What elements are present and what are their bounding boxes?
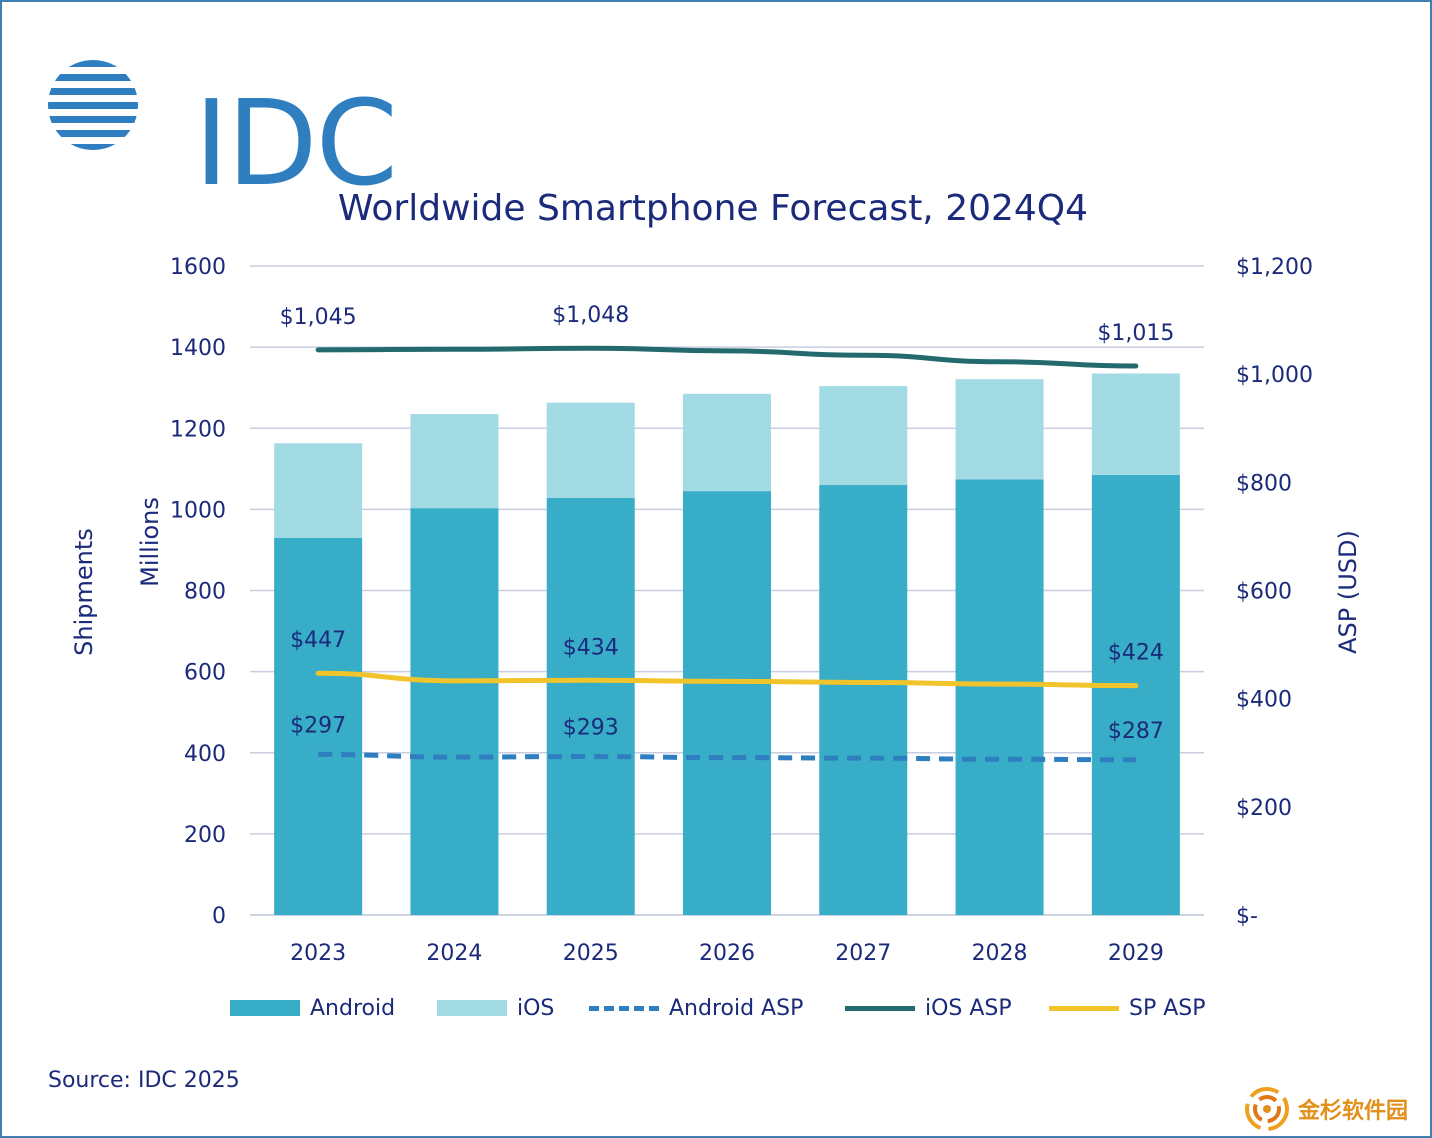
legend-ios-asp: iOS ASP (845, 992, 1012, 1024)
y-right-tick-label: $1,000 (1236, 363, 1313, 388)
x-tick-label: 2026 (699, 941, 755, 966)
legend-android-asp: Android ASP (589, 992, 803, 1024)
bar-ios (683, 393, 771, 492)
x-tick-label: 2027 (835, 941, 891, 966)
watermark-text: 金杉软件园 (1298, 1099, 1409, 1124)
y-left-tick-label: 200 (184, 823, 226, 848)
asp-data-label: $434 (563, 635, 619, 660)
bar-android (546, 498, 635, 915)
y-left-tick-label: 1600 (170, 255, 226, 280)
source-note: Source: IDC 2025 (48, 1068, 240, 1093)
y-right-tick-label: $200 (1236, 796, 1292, 821)
line-ios-asp (315, 345, 1139, 369)
asp-data-label: $297 (290, 713, 346, 738)
asp-data-label: $1,048 (552, 303, 629, 328)
y-left-tick-label: 800 (184, 580, 226, 605)
legend-ios-label: iOS (517, 995, 555, 1021)
x-tick-label: 2025 (563, 941, 619, 966)
bar-android (274, 537, 363, 915)
asp-data-label: $287 (1108, 719, 1164, 744)
x-tick-label: 2029 (1108, 941, 1164, 966)
legend-ios: iOS (437, 992, 554, 1024)
line-sp-asp (315, 670, 1139, 689)
y-left-tick-label: 400 (184, 742, 226, 767)
x-tick-label: 2028 (972, 941, 1028, 966)
bar-ios (410, 414, 499, 509)
legend-sp-asp-swatch (1049, 1005, 1119, 1011)
legend-ios-asp-label: iOS ASP (925, 995, 1012, 1021)
chart-title: Worldwide Smartphone Forecast, 2024Q4 (338, 188, 1088, 229)
asp-data-labels: $297 $293 $287 $1,045 $1,048 $1,015 $447 $434 $4… (280, 303, 1175, 744)
y-left-tick-label: 0 (212, 904, 226, 929)
legend-android-asp-label: Android ASP (669, 995, 804, 1021)
y-right-label: ASP (USD) (1334, 530, 1362, 654)
y-right-tick-label: $- (1236, 904, 1258, 929)
y-right-tick-label: $400 (1236, 688, 1292, 713)
x-axis-ticks: 2023 2024 2025 2026 2027 2028 2029 (290, 941, 1164, 966)
legend-sp-asp-label: SP ASP (1129, 995, 1206, 1021)
idc-globe-icon (48, 60, 138, 150)
bar-android (819, 485, 908, 915)
x-tick-label: 2023 (290, 941, 346, 966)
legend-ios-asp-swatch (845, 1005, 915, 1011)
asp-lines (315, 345, 1139, 763)
asp-data-label: $447 (290, 628, 346, 653)
bar-android (683, 491, 771, 915)
bar-android (955, 479, 1044, 915)
x-tick-label: 2024 (426, 941, 482, 966)
bars (274, 373, 1180, 915)
bar-ios (546, 402, 635, 499)
asp-data-label: $293 (563, 716, 619, 741)
y-left-label-outer: Shipments (70, 528, 98, 656)
bar-android (410, 508, 499, 915)
idc-logo: IDC (46, 50, 398, 202)
y-right-tick-label: $600 (1236, 580, 1292, 605)
y-left-tick-label: 1200 (170, 417, 226, 442)
legend-android-label: Android (310, 995, 396, 1021)
legend-android-asp-swatch (589, 1005, 659, 1011)
watermark: 金杉软件园 (1242, 1086, 1408, 1132)
y-left-tick-label: 1000 (170, 498, 226, 523)
bar-ios (274, 443, 363, 538)
legend-ios-swatch (437, 1000, 507, 1016)
y-left-label-inner: Millions (136, 497, 164, 587)
asp-data-label: $1,015 (1097, 321, 1174, 346)
legend-sp-asp: SP ASP (1049, 992, 1206, 1024)
right-axis-ticks: $- $200 $400 $600 $800 $1,000 $1,200 (1236, 255, 1313, 929)
legend-android: Android (230, 992, 395, 1024)
y-right-tick-label: $800 (1236, 471, 1292, 496)
bar-android (1091, 474, 1180, 915)
swirl-logo-icon (1245, 1087, 1289, 1131)
logo-text: IDC (194, 74, 398, 212)
asp-data-label: $1,045 (280, 305, 357, 330)
y-left-tick-label: 600 (184, 661, 226, 686)
bar-ios (1091, 373, 1180, 475)
asp-data-label: $424 (1108, 641, 1164, 666)
y-left-tick-label: 1400 (170, 336, 226, 361)
legend-android-swatch (230, 1000, 300, 1016)
left-axis-ticks: 0 200 400 600 800 1000 1200 1400 1600 (170, 255, 226, 929)
bar-ios (955, 379, 1044, 480)
bar-ios (819, 386, 908, 486)
y-right-tick-label: $1,200 (1236, 255, 1313, 280)
